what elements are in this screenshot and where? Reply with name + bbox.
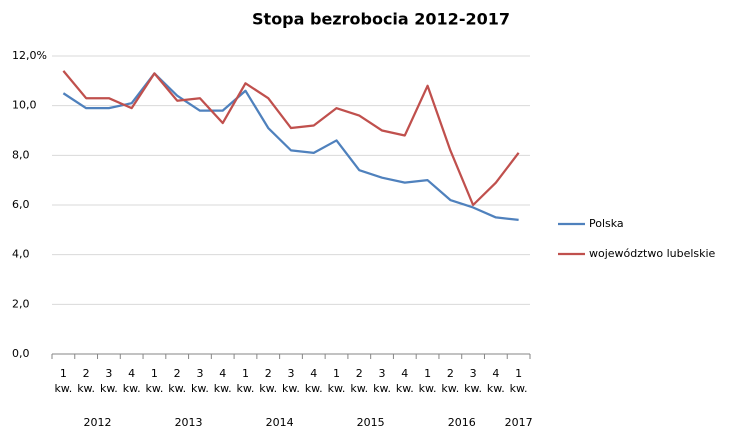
x-tick-label: 4 kw. (395, 367, 414, 395)
x-group-label: 2013 (175, 416, 203, 429)
y-tick-label: 12,0% (12, 49, 47, 62)
y-tick-label: 6,0 (12, 198, 30, 211)
x-group-label: 2017 (505, 416, 533, 429)
x-group-label: 2015 (357, 416, 385, 429)
x-tick-label: 1 kw. (54, 367, 73, 395)
y-tick-label: 8,0 (12, 148, 30, 161)
x-tick-label: 4 kw. (213, 367, 232, 395)
x-group-label: 2016 (448, 416, 476, 429)
legend-label: województwo lubelskie (589, 247, 716, 260)
x-tick-label: 3 kw. (191, 367, 209, 395)
x-tick-label: 1 kw. (327, 367, 346, 395)
x-tick-label: 1 kw. (418, 367, 437, 395)
x-tick-label: 2 kw. (350, 367, 369, 395)
x-tick-label: 4 kw. (304, 367, 323, 395)
x-tick-label: 1 kw. (509, 367, 528, 395)
series-line (62, 72, 519, 222)
x-tick-label: 1 kw. (145, 367, 164, 395)
x-tick-label: 3 kw. (282, 367, 300, 395)
x-tick-label: 4 kw. (486, 367, 505, 395)
series-line (62, 70, 520, 207)
x-group-label: 2014 (266, 416, 294, 429)
x-group-label: 2012 (84, 416, 112, 429)
x-tick-label: 2 kw. (77, 367, 96, 395)
x-tick-label: 4 kw. (122, 367, 141, 395)
chart-title: Stopa bezrobocia 2012-2017 (252, 10, 510, 29)
x-tick-label: 2 kw. (441, 367, 460, 395)
y-tick-label: 10,0 (12, 99, 37, 112)
x-tick-label: 2 kw. (259, 367, 278, 395)
x-tick-label: 1 kw. (236, 367, 255, 395)
y-tick-label: 4,0 (12, 248, 30, 261)
legend-label: Polska (589, 217, 624, 230)
x-tick-label: 3 kw. (464, 367, 482, 395)
x-tick-label: 3 kw. (99, 367, 118, 395)
y-tick-label: 0,0 (12, 347, 30, 360)
x-tick-label: 2 kw. (168, 367, 187, 395)
x-tick-label: 3 kw. (373, 367, 391, 395)
y-tick-label: 2,0 (12, 297, 30, 310)
